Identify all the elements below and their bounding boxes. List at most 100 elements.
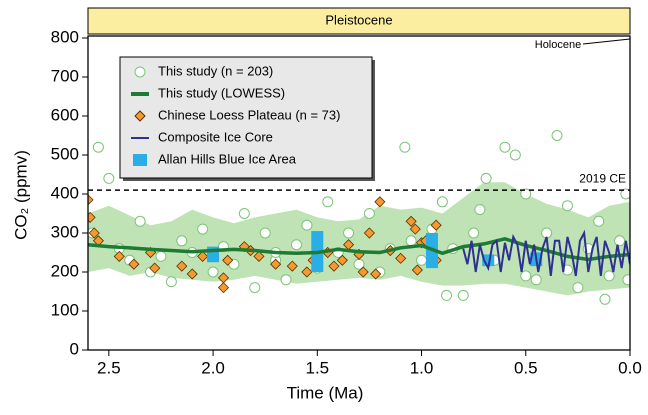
diamond-point xyxy=(328,260,340,272)
y-tick-label: 500 xyxy=(51,144,79,163)
x-tick-label: 2.0 xyxy=(201,358,225,377)
circle-point xyxy=(207,266,219,278)
axes-frame xyxy=(87,35,631,351)
circle-point xyxy=(561,200,573,212)
circle-point xyxy=(551,130,563,141)
y-tick-label: 600 xyxy=(51,105,79,124)
circle-point xyxy=(499,141,511,153)
circle-point xyxy=(474,204,486,216)
diamond-point xyxy=(370,268,382,280)
circle-point xyxy=(249,282,261,294)
circle-point xyxy=(572,282,584,294)
y-tick-label: 700 xyxy=(51,66,79,85)
circle-point xyxy=(343,227,355,239)
diamond-point xyxy=(88,227,100,239)
legend-label: Allan Hills Blue Ice Area xyxy=(158,151,297,166)
series-line xyxy=(462,229,630,277)
circle-point xyxy=(593,215,605,227)
diamond-point xyxy=(113,250,125,262)
circle-point xyxy=(280,274,292,286)
x-tick-label: 0.5 xyxy=(514,358,538,377)
x-axis-label: Time (Ma) xyxy=(287,383,364,402)
circle-point xyxy=(92,141,104,153)
circle-point xyxy=(134,215,146,227)
legend-symbol xyxy=(134,66,146,78)
period-label: Pleistocene xyxy=(325,12,392,27)
circle-point xyxy=(363,208,375,219)
reference-label: 2019 CE xyxy=(579,171,626,185)
circle-point xyxy=(457,289,469,301)
circle-point xyxy=(301,219,313,231)
diamond-point xyxy=(409,223,421,235)
circle-point xyxy=(197,223,209,235)
y-tick-label: 100 xyxy=(51,300,79,319)
circle-point xyxy=(155,250,167,262)
x-tick-label: 1.5 xyxy=(305,358,329,377)
legend-label: Chinese Loess Plateau (n = 73) xyxy=(158,107,340,122)
circle-point xyxy=(520,270,532,282)
circle-point xyxy=(290,239,302,251)
y-tick-label: 0 xyxy=(70,339,79,358)
diamond-point xyxy=(88,211,96,223)
y-tick-label: 300 xyxy=(51,222,79,241)
x-tick-label: 2.5 xyxy=(97,358,121,377)
circle-point xyxy=(520,188,532,200)
y-axis-label: CO₂ (ppmv) xyxy=(11,150,30,240)
diamond-point xyxy=(430,219,442,231)
legend-symbol xyxy=(133,154,147,166)
circle-point xyxy=(614,235,626,247)
circle-point xyxy=(441,289,453,301)
circle-point xyxy=(622,274,630,286)
diamond-point xyxy=(363,227,375,239)
legend-label: This study (LOWESS) xyxy=(158,85,285,100)
circle-point xyxy=(480,172,492,184)
diamond-point xyxy=(222,254,234,266)
diamond-point xyxy=(270,258,282,270)
x-tick-label: 1.0 xyxy=(410,358,434,377)
circle-point xyxy=(599,293,611,305)
diamond-point xyxy=(336,254,348,266)
diamond-point xyxy=(197,250,209,262)
plot-area xyxy=(88,130,630,305)
circle-point xyxy=(468,227,480,239)
y-tick-label: 800 xyxy=(51,27,79,46)
circle-point xyxy=(530,274,542,286)
circle-point xyxy=(259,227,271,239)
diamond-point xyxy=(357,266,369,278)
circle-point xyxy=(416,254,428,266)
legend-label: This study (n = 203) xyxy=(158,63,273,78)
confidence-band xyxy=(88,182,630,296)
circle-point xyxy=(541,227,553,239)
diamond-point xyxy=(395,252,407,264)
circle-point xyxy=(165,276,177,288)
range-bar xyxy=(482,254,495,267)
diamond-point xyxy=(253,250,265,262)
diamond-point xyxy=(286,260,298,272)
circle-point xyxy=(176,235,188,247)
series-line xyxy=(88,237,630,262)
diamond-point xyxy=(88,194,94,206)
circle-point xyxy=(603,270,615,282)
annotation-label: Holocene xyxy=(535,39,581,51)
circle-point xyxy=(322,196,334,208)
legend-label: Composite Ice Core xyxy=(158,129,273,144)
diamond-point xyxy=(217,282,230,294)
circle-point xyxy=(103,172,115,184)
circle-point xyxy=(405,235,417,247)
diamond-point xyxy=(186,268,198,280)
legend-symbol xyxy=(134,110,146,122)
diamond-point xyxy=(128,258,140,270)
diamond-point xyxy=(411,264,423,276)
diamond-point xyxy=(149,262,161,274)
diamond-point xyxy=(176,260,188,272)
circle-point xyxy=(509,149,521,161)
y-tick-label: 400 xyxy=(51,183,79,202)
legend xyxy=(119,56,373,179)
circle-point xyxy=(436,196,448,208)
period-band xyxy=(87,7,631,35)
circle-point xyxy=(620,188,630,200)
circle-point xyxy=(399,141,411,153)
annotation-arrow xyxy=(582,38,631,45)
circle-point xyxy=(238,208,250,219)
